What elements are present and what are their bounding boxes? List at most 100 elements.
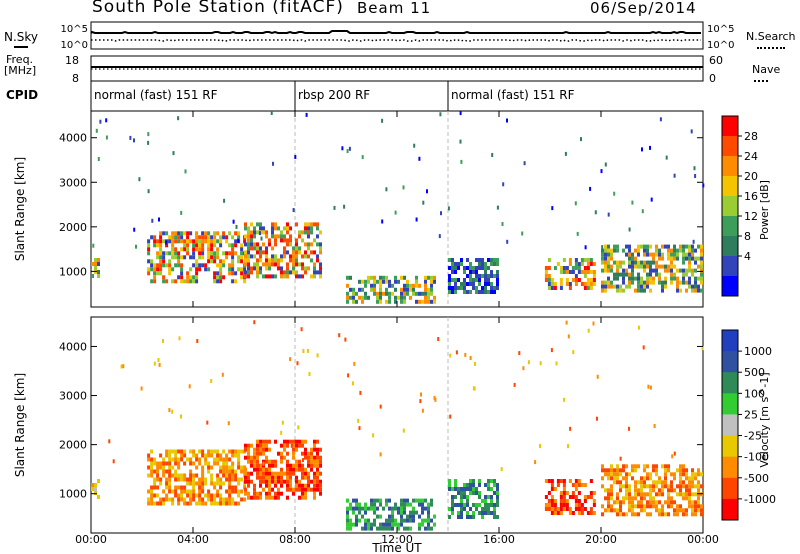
data-cell	[547, 266, 551, 270]
data-speck	[359, 390, 362, 395]
data-cell	[607, 508, 610, 513]
data-cell	[165, 243, 169, 248]
data-cell	[700, 288, 703, 293]
data-cell	[247, 459, 250, 464]
data-cell	[192, 493, 196, 498]
data-cell	[180, 235, 184, 240]
data-cell	[247, 471, 250, 476]
data-cell	[198, 247, 202, 252]
data-cell	[631, 256, 634, 261]
data-cell	[610, 252, 613, 257]
data-cell	[616, 512, 619, 517]
data-cell	[631, 272, 634, 277]
data-cell	[295, 246, 298, 251]
data-cell	[589, 286, 593, 290]
data-cell	[472, 278, 475, 282]
data-cell	[280, 483, 283, 488]
data-cell	[174, 255, 178, 260]
data-cell	[192, 461, 196, 466]
data-cell	[165, 493, 169, 498]
data-cell	[634, 480, 637, 485]
data-cell	[688, 252, 691, 257]
data-speck	[649, 145, 651, 150]
data-cell	[427, 295, 430, 300]
data-cell	[292, 471, 295, 476]
data-cell	[559, 270, 563, 274]
data-cell	[94, 262, 97, 266]
data-cell	[391, 283, 394, 288]
data-cell	[616, 496, 619, 501]
data-cell	[487, 495, 490, 499]
data-cell	[243, 267, 247, 272]
data-cell	[556, 507, 560, 511]
data-cell	[700, 252, 703, 257]
data-cell	[679, 508, 682, 513]
data-cell	[364, 526, 367, 531]
data-cell	[610, 472, 613, 477]
data-cell	[295, 274, 298, 279]
data-cell	[691, 284, 694, 289]
data-speck	[112, 459, 115, 464]
data-cell	[231, 465, 235, 470]
data-cell	[577, 503, 581, 507]
data-cell	[201, 497, 205, 502]
data-cell	[601, 484, 604, 489]
data-cell	[183, 279, 187, 284]
data-speck	[302, 349, 305, 353]
data-cell	[622, 248, 625, 253]
data-speck	[292, 208, 295, 212]
data-cell	[463, 278, 466, 282]
data-cell	[256, 246, 259, 251]
data-cell	[451, 503, 454, 507]
data-cell	[94, 491, 97, 495]
data-cell	[619, 284, 622, 289]
data-cell	[553, 511, 557, 515]
data-cell	[694, 472, 697, 477]
data-cell	[661, 288, 664, 293]
data-cell	[382, 506, 385, 511]
data-cell	[493, 507, 496, 511]
data-cell	[319, 463, 322, 468]
data-cell	[451, 258, 454, 262]
data-cell	[201, 465, 205, 470]
data-cell	[655, 244, 658, 249]
data-cell	[475, 266, 478, 270]
data-cell	[634, 504, 637, 509]
data-cell	[259, 439, 262, 444]
data-cell	[418, 498, 421, 503]
data-cell	[688, 260, 691, 265]
data-cell	[691, 288, 694, 293]
data-cell	[159, 247, 163, 252]
data-cell	[550, 483, 554, 487]
data-cell	[346, 510, 349, 515]
data-cell	[253, 230, 256, 235]
data-cell	[295, 439, 298, 444]
data-cell	[247, 266, 250, 271]
data-cell	[628, 284, 631, 289]
data-cell	[691, 492, 694, 497]
data-speck	[196, 339, 199, 343]
data-cell	[304, 455, 307, 460]
data-cell	[207, 465, 211, 470]
data-cell	[259, 226, 262, 231]
data-speck	[178, 336, 181, 341]
data-cell	[219, 497, 223, 502]
data-cell	[177, 473, 181, 478]
data-cell	[643, 248, 646, 253]
date-label: 06/Sep/2014	[590, 0, 697, 17]
x-tick-label: 20:00	[585, 533, 617, 546]
data-cell	[216, 239, 220, 244]
data-cell	[679, 244, 682, 249]
data-cell	[403, 291, 406, 296]
data-cell	[198, 457, 202, 462]
data-cell	[234, 469, 238, 474]
data-cell	[183, 477, 187, 482]
data-cell	[177, 259, 181, 264]
data-cell	[316, 479, 319, 484]
data-cell	[159, 235, 163, 240]
data-cell	[219, 469, 223, 474]
data-cell	[189, 255, 193, 260]
data-cell	[613, 476, 616, 481]
data-cell	[625, 492, 628, 497]
data-cell	[430, 498, 433, 503]
